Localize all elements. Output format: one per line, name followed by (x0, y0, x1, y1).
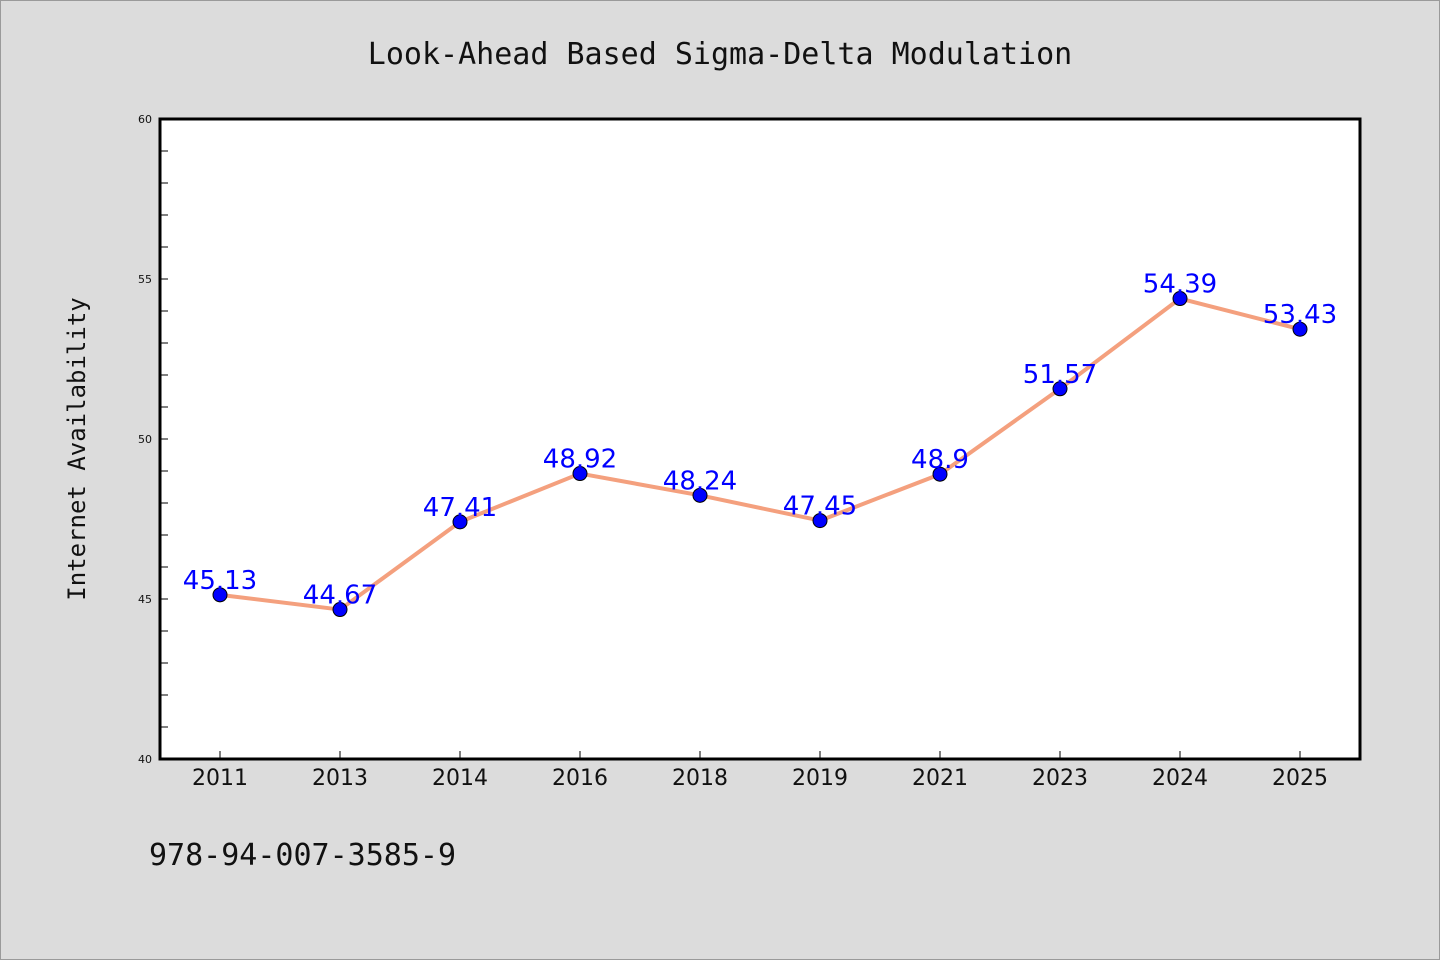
y-axis-label: Internet Availability (63, 297, 91, 600)
x-tick-label: 2016 (552, 766, 608, 791)
data-label: 53.43 (1263, 300, 1337, 330)
footer-isbn: 978-94-007-3585-9 (149, 838, 456, 873)
data-label: 44.67 (303, 581, 377, 611)
data-label: 54.39 (1143, 270, 1217, 300)
data-point (932, 466, 948, 482)
series-line (219, 296, 1301, 612)
y-tick-label: 55 (138, 273, 152, 286)
data-point (692, 487, 708, 503)
data-label: 51.57 (1023, 360, 1097, 390)
chart-title: Look-Ahead Based Sigma-Delta Modulation (368, 37, 1072, 72)
data-label: 48.92 (543, 445, 617, 475)
data-point (332, 602, 348, 618)
y-axis: 40 45 50 55 60 (138, 113, 168, 766)
y-tick-label: 50 (138, 433, 152, 446)
x-tick-label: 2011 (192, 766, 248, 791)
y-tick-label: 45 (138, 593, 152, 606)
x-tick-label: 2025 (1272, 766, 1328, 791)
series-layer: 45.13 44.67 47.41 48.92 48.24 47.45 48.9 51.57 5… (183, 270, 1337, 618)
x-tick-label: 2024 (1152, 766, 1208, 791)
data-label: 48.9 (911, 445, 969, 475)
data-label: 45.13 (183, 566, 257, 596)
x-axis: 2011 2013 2014 2016 2018 2019 2021 2023 2024 2025 (192, 751, 1328, 791)
data-point (572, 466, 588, 482)
data-label: 47.45 (783, 492, 857, 522)
x-tick-label: 2019 (792, 766, 848, 791)
x-tick-label: 2021 (912, 766, 968, 791)
x-tick-label: 2023 (1032, 766, 1088, 791)
data-point (212, 587, 228, 603)
y-tick-label: 40 (138, 753, 152, 766)
x-tick-label: 2013 (312, 766, 368, 791)
data-point (452, 514, 468, 530)
x-tick-label: 2018 (672, 766, 728, 791)
data-label: 48.24 (663, 466, 737, 496)
data-label: 47.41 (423, 493, 497, 523)
x-tick-label: 2014 (432, 766, 488, 791)
data-point (1292, 321, 1308, 337)
y-tick-label: 60 (138, 113, 152, 126)
data-point (1052, 381, 1068, 397)
data-point (812, 513, 828, 529)
data-point (1172, 291, 1188, 307)
plot-area (158, 117, 1362, 761)
